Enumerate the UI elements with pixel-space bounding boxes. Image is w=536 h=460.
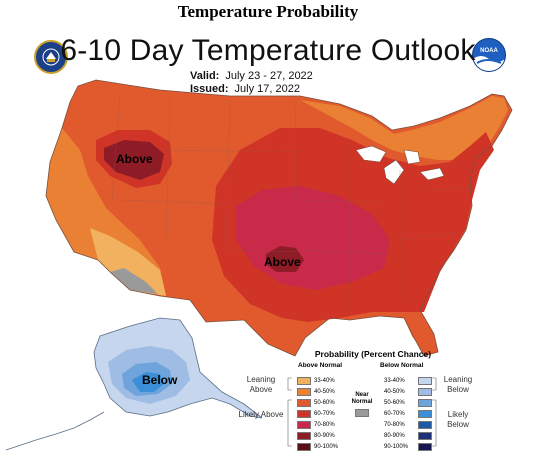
legend-above-bin-label: 40-50% (314, 389, 335, 395)
legend-below-bin-label: 80-90% (384, 433, 405, 439)
central-region-80-90 (266, 246, 304, 272)
legend-below-bin-label: 90-100% (384, 444, 409, 450)
legend-above-bin-label: 50-60% (314, 400, 335, 406)
legend-above-bin-swatch (297, 388, 311, 396)
issued-label: Issued: (190, 83, 229, 95)
issued-value: July 17, 2022 (234, 83, 300, 95)
near-normal-region (110, 268, 158, 294)
valid-value: July 23 - 27, 2022 (225, 70, 313, 82)
legend-title: Probability (Percent Chance) (314, 349, 432, 359)
legend-above-bin-label: 60-70% (314, 411, 335, 417)
northwest-region-70-80 (104, 140, 164, 180)
issued-line: Issued: July 17, 2022 (190, 83, 300, 95)
legend-above-bin-label: 90-100% (314, 444, 339, 450)
region-label-northwest: Above (116, 152, 153, 166)
state-lines (111, 95, 471, 316)
legend-below-bin-swatch (418, 388, 432, 396)
noaa-logo-icon: NOAA (472, 38, 506, 72)
region-label-alaska: Below (142, 373, 178, 387)
florida-region-50-60 (404, 312, 438, 356)
legend-near-swatch (355, 409, 369, 417)
legend-above-bin-swatch (297, 443, 311, 451)
legend-above-bin-swatch (297, 421, 311, 429)
legend-above-bin-swatch (297, 399, 311, 407)
legend-below-bin-label: 33-40% (384, 378, 405, 384)
alaska-region-60-70 (132, 372, 164, 392)
legend-likely-above: Likely Above (238, 410, 284, 419)
legend-below-bin-swatch (418, 421, 432, 429)
northeast-region-40-50 (300, 96, 508, 160)
southwest-region-33-40 (90, 228, 166, 296)
legend-below-bin-swatch (418, 432, 432, 440)
alaska-outline (93, 317, 263, 419)
legend-below-bin-swatch (418, 410, 432, 418)
legend-near-normal: Near Normal (351, 392, 373, 405)
legend-above-header: Above Normal (298, 362, 343, 369)
legend-below-bin-label: 40-50% (384, 389, 405, 395)
legend-likely-below: Likely Below (447, 410, 469, 429)
legend-above-bin-swatch (297, 410, 311, 418)
region-label-central: Above (264, 255, 301, 269)
page-heading: Temperature Probability (177, 2, 359, 21)
legend-above-bin-label: 70-80% (314, 422, 335, 428)
legend-below-bin-label: 60-70% (384, 411, 405, 417)
conus-outline (45, 79, 513, 357)
legend-below-bin-label: 50-60% (384, 400, 405, 406)
doc-seal-icon (34, 40, 68, 74)
great-lakes (355, 145, 445, 185)
legend-leaning-above: Leaning Above (246, 375, 276, 394)
legend-above-bin-label: 80-90% (314, 433, 335, 439)
valid-label: Valid: (190, 70, 220, 82)
valid-line: Valid: July 23 - 27, 2022 (190, 70, 313, 82)
map-title: 6-10 Day Temperature Outlook (60, 34, 476, 67)
legend-above-bin-swatch (297, 377, 311, 385)
legend-below-bin-swatch (418, 399, 432, 407)
legend-below-header: Below Normal (380, 362, 424, 369)
aleutian-islands (5, 411, 105, 451)
legend-below-bin-swatch (418, 443, 432, 451)
legend-below-bin-label: 70-80% (384, 422, 405, 428)
legend-leaning-below: Leaning Below (443, 375, 473, 394)
noaa-logo-text: NOAA (480, 48, 498, 54)
legend-above-bin-label: 33-40% (314, 378, 335, 384)
legend-below-bin-swatch (418, 377, 432, 385)
legend-above-bin-swatch (297, 432, 311, 440)
